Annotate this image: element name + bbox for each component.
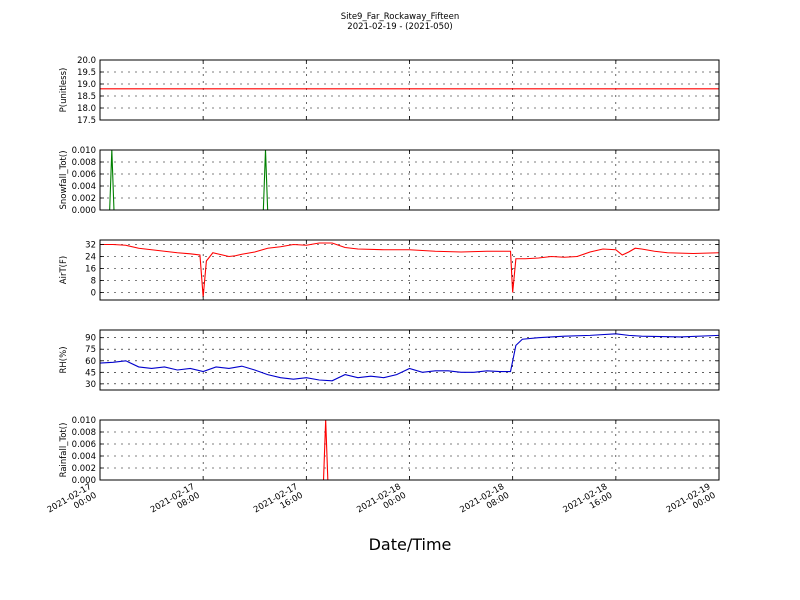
series-line-4: [99, 333, 720, 382]
y-tick-label: 75: [85, 345, 96, 355]
chart-subtitle: 2021-02-19 - (2021-050): [347, 22, 452, 32]
y-axis-label: Snowfall_Tot(): [59, 150, 69, 209]
y-tick-label: 45: [85, 368, 96, 378]
y-tick-label: 0.008: [72, 428, 96, 438]
y-tick-label: 0.006: [72, 170, 96, 180]
panels: 17.5 18.0 18.5 19.0 19.5 20.0 P(unitless) 0.000…: [59, 56, 720, 486]
y-tick-label: 18.0: [77, 104, 96, 114]
y-tick-label: 0.004: [72, 452, 96, 462]
y-tick-label: 0.000: [72, 476, 96, 486]
y-tick-label: 30: [85, 380, 96, 390]
y-tick-label: 0.002: [72, 194, 96, 204]
y-tick-label: 32: [85, 241, 96, 251]
y-tick-label: 0.010: [72, 416, 96, 426]
y-tick-label: 8: [91, 277, 96, 287]
panel-3: 0 8 16 24 32 AirT(F): [59, 239, 720, 301]
y-tick-label: 60: [85, 357, 96, 367]
y-tick-label: 0.002: [72, 464, 96, 474]
y-axis-label: AirT(F): [59, 256, 69, 284]
y-axis-label: P(unitless): [59, 68, 69, 113]
y-tick-label: 0.008: [72, 158, 96, 168]
y-tick-label: 0.006: [72, 440, 96, 450]
y-tick-label: 24: [85, 253, 96, 263]
y-axis-label: Rainfall_Tot(): [59, 423, 69, 478]
y-tick-label: 20.0: [77, 56, 96, 66]
x-axis-label: Date/Time: [369, 535, 452, 554]
y-tick-label: 18.5: [77, 92, 96, 102]
panel-5: 0.000 0.002 0.004 0.006 0.008 0.010Rainfall_T…: [59, 416, 720, 486]
y-tick-label: 90: [85, 334, 96, 344]
panel-1: 17.5 18.0 18.5 19.0 19.5 20.0 P(unitless): [59, 56, 720, 126]
y-tick-label: 0: [91, 289, 96, 299]
panel-2: 0.000 0.002 0.004 0.006 0.008 0.010Snowfall_T…: [59, 146, 720, 216]
y-tick-label: 0.004: [72, 182, 96, 192]
chart-title: Site9_Far_Rockaway_Fifteen: [341, 12, 460, 22]
y-tick-label: 0.010: [72, 146, 96, 156]
y-tick-label: 16: [85, 265, 96, 275]
y-tick-label: 17.5: [77, 116, 96, 126]
y-tick-label: 19.0: [77, 80, 96, 90]
series-line-3: [100, 242, 720, 298]
y-tick-label: 19.5: [77, 68, 96, 78]
y-axis-label: RH(%): [59, 346, 69, 373]
y-tick-label: 0.000: [72, 206, 96, 216]
